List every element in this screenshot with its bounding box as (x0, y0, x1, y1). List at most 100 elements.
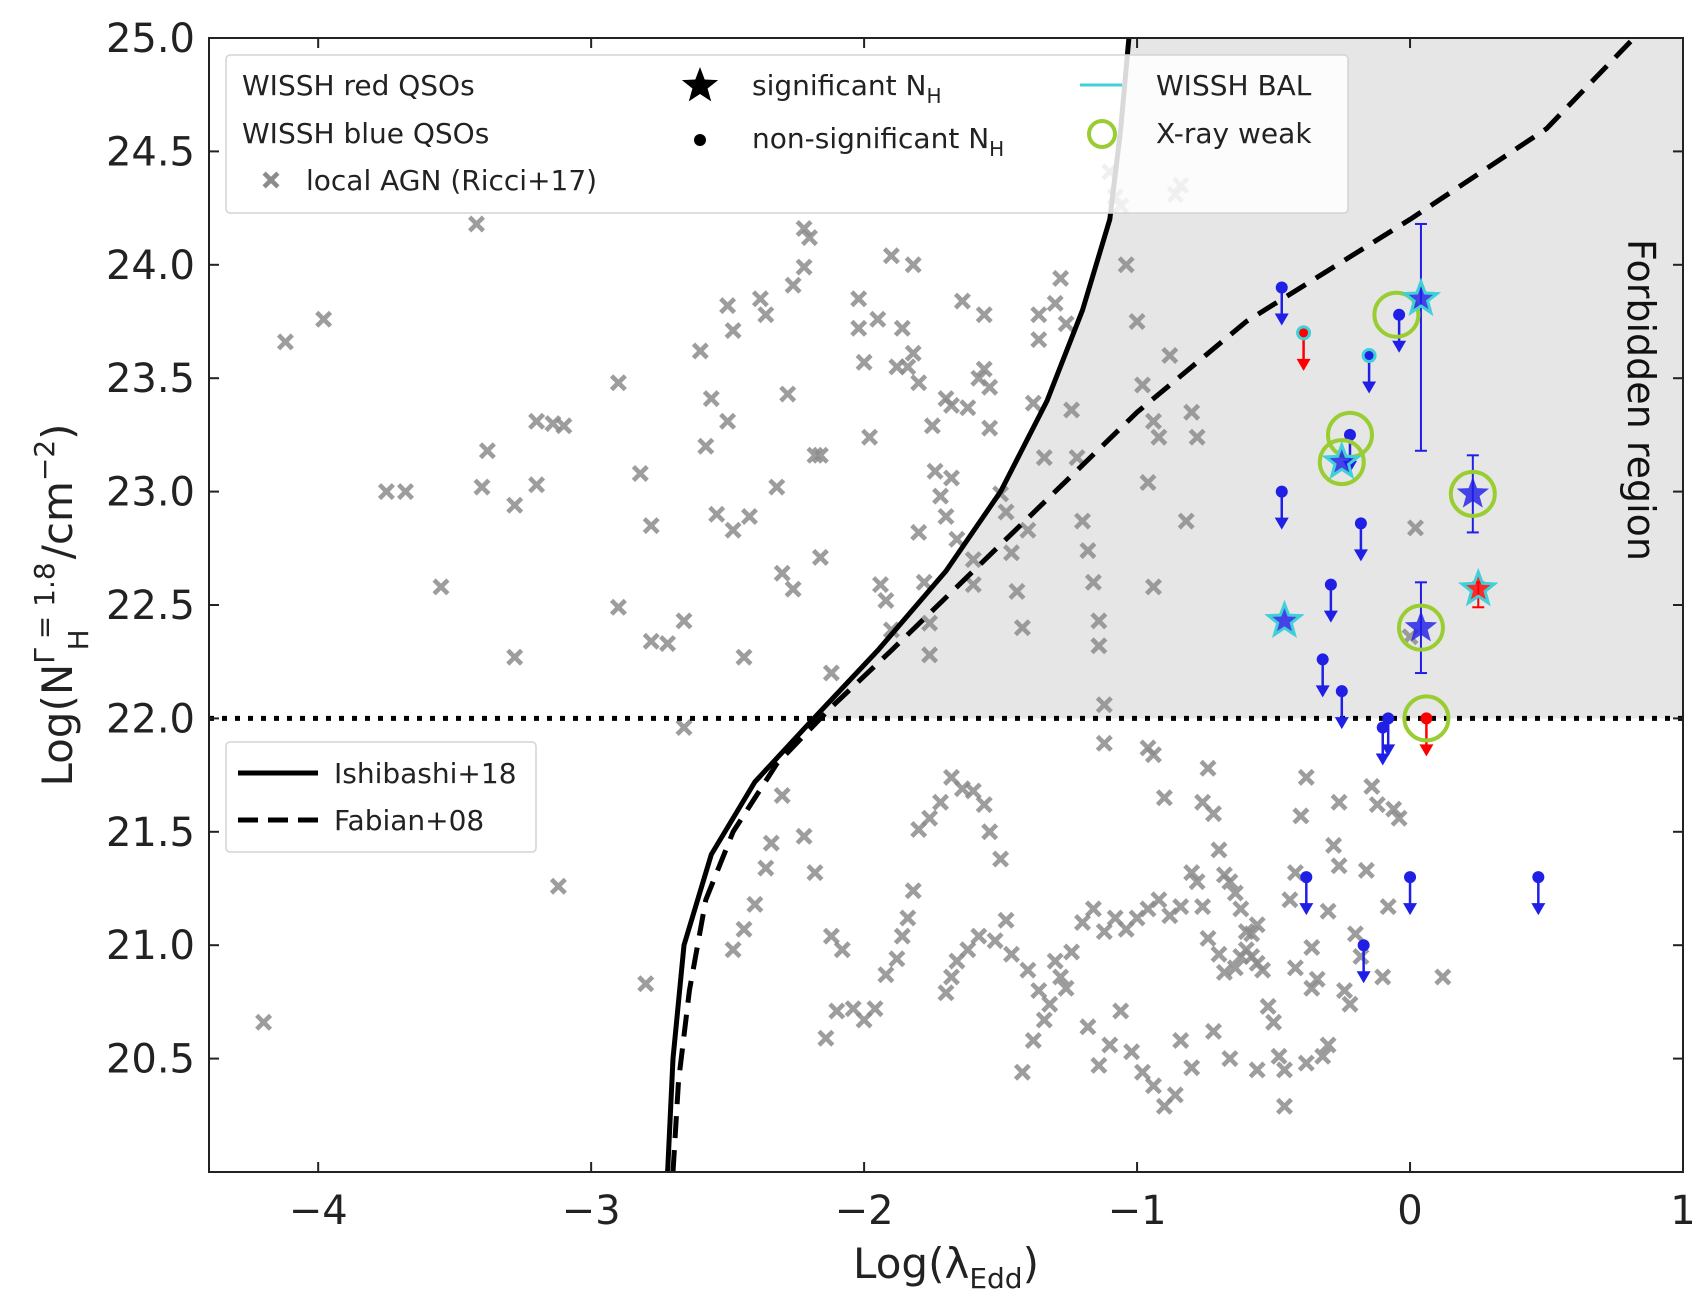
local-agn-point (932, 487, 949, 505)
local-agn-point (959, 941, 977, 959)
xray-weak-ring (1448, 469, 1497, 518)
local-agn-point (1292, 807, 1310, 825)
y-axis-title: Log(NΓ = 1.8H/cm−2) (28, 423, 95, 786)
upper-limit-arrowhead (1531, 903, 1546, 916)
local-agn-point (1052, 968, 1070, 986)
local-agn-point (953, 780, 971, 798)
local-agn-point (1155, 789, 1173, 807)
local-agn-point (675, 719, 693, 736)
local-agn-point (724, 941, 742, 959)
legend-top-box (225, 54, 1349, 214)
local-agn-point (981, 419, 999, 437)
local-agn-point (757, 306, 775, 324)
local-agn-point (1024, 394, 1042, 412)
local-agn-point (1068, 449, 1086, 467)
local-agn-point (888, 950, 906, 968)
x-tick-label: 1 (1670, 1188, 1695, 1234)
local-agn-point (1145, 578, 1162, 596)
local-agn-point (795, 220, 813, 237)
nonsignificant-nh-point (1382, 712, 1395, 725)
xray-weak-ring (1396, 603, 1445, 652)
local-agn-point (1330, 793, 1348, 811)
local-agn-point (877, 966, 895, 984)
local-agn-point (1101, 1036, 1119, 1054)
local-agn-point (1035, 1011, 1053, 1029)
legend-sig-marker (681, 67, 719, 102)
local-agn-point (833, 941, 851, 959)
local-agn-point (915, 573, 933, 591)
local-agn-point (795, 258, 813, 276)
upper-limit-arrowhead (1375, 753, 1390, 766)
local-agn-point (276, 333, 294, 351)
local-agn-point (697, 437, 715, 455)
local-agn-point (1346, 925, 1364, 943)
local-agn-point (642, 632, 660, 650)
upper-limit-arrowhead (1274, 313, 1289, 326)
local-agn-point (997, 911, 1015, 929)
local-agn-point (1314, 1047, 1332, 1065)
y-tick-label: 22.5 (106, 583, 195, 629)
significant-nh-star (1458, 567, 1499, 607)
local-agn-point (1199, 759, 1217, 777)
legend-local-label: local AGN (Ricci+17) (306, 164, 597, 197)
local-agn-point (528, 412, 546, 430)
x-tick-label: −1 (1108, 1188, 1167, 1234)
nonsignificant-nh-point (1532, 871, 1545, 884)
significant-nh-star (1321, 440, 1363, 480)
local-agn-point (1390, 809, 1408, 827)
local-agn-point (1210, 841, 1228, 859)
local-agn-point (1379, 898, 1397, 916)
local-agn-point (904, 256, 922, 274)
local-agn-point (1150, 428, 1168, 446)
local-agn-point (1123, 1043, 1141, 1061)
local-agn-point (921, 646, 939, 664)
local-agn-point (468, 215, 485, 233)
local-agn-point (1286, 959, 1304, 977)
legend-local-marker (262, 171, 280, 189)
ishibashi-line (665, 38, 1132, 1172)
local-agn-point (735, 920, 753, 938)
local-agn-point (893, 927, 911, 945)
local-agn-point (1003, 945, 1020, 963)
local-agn-point (1319, 902, 1337, 920)
local-agn-point (1046, 952, 1064, 970)
nonsignificant-nh-point (1354, 517, 1367, 530)
local-agn-point (1276, 1097, 1293, 1115)
local-agn-point (1259, 997, 1277, 1015)
local-agn-point (937, 508, 955, 525)
local-agn-point (1248, 1061, 1266, 1079)
local-agn-point (1030, 306, 1048, 324)
local-agn-point (784, 580, 802, 598)
local-agn-point (1030, 982, 1048, 1000)
upper-limit-arrowhead (1315, 685, 1330, 698)
legend-bal-label: WISSH BAL (1156, 69, 1312, 102)
local-agn-point (1215, 963, 1233, 981)
nonsignificant-nh-point (1361, 348, 1377, 364)
significant-nh-star (1404, 610, 1438, 642)
local-agn-point (964, 551, 982, 569)
x-tick-label: −3 (562, 1188, 621, 1234)
nonsignificant-nh-point (1296, 325, 1312, 341)
legend-nonsig-label: non-significant NH (752, 122, 1004, 161)
local-agn-point (708, 505, 726, 523)
local-agn-point (1145, 746, 1162, 764)
x-axis-title: Log(λEdd) (853, 1239, 1039, 1295)
local-agn-point (1303, 979, 1321, 997)
local-agn-point (1188, 428, 1206, 446)
local-agn-point (869, 310, 887, 328)
local-agn-point (1052, 269, 1070, 287)
local-agn-point (773, 787, 791, 804)
local-agn-point (1434, 968, 1452, 986)
local-agn-point (1270, 1047, 1288, 1065)
local-agn-point (899, 358, 917, 376)
local-agn-point (910, 523, 928, 541)
local-agn-point (659, 635, 677, 653)
local-agn-point (948, 952, 966, 970)
local-agn-point (844, 1000, 862, 1018)
local-agn-point (757, 859, 775, 877)
local-agn-point (1074, 512, 1091, 530)
local-agn-point (1226, 959, 1244, 977)
y-tick-label: 21.5 (106, 810, 195, 856)
local-agn-point (1352, 948, 1370, 965)
local-agn-point (1194, 898, 1212, 916)
